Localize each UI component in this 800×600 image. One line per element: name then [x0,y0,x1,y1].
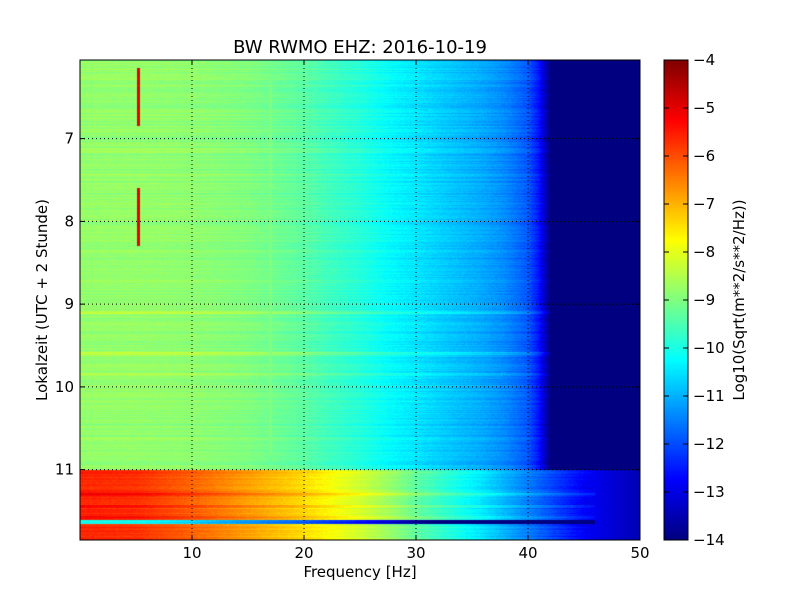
colorbar-tick-label: −9 [693,291,715,309]
y-tick-label: 9 [64,295,74,313]
y-axis: 7 8 9 10 11 [55,130,640,479]
x-tick-label: 30 [406,544,425,562]
colorbar-tick-label: −10 [693,339,725,357]
colorbar-tick-label: −7 [693,195,715,213]
heatmap-image [80,60,640,540]
colorbar-tick-label: −5 [693,99,715,117]
colorbar-tick-label: −14 [693,531,725,549]
colorbar-tick-label: −11 [693,387,725,405]
colorbar-tick-label: −8 [693,243,715,261]
colorbar-tick-label: −13 [693,483,725,501]
x-axis-label: Frequency [Hz] [303,563,416,581]
colorbar-tick-label: −12 [693,435,725,453]
x-tick-label: 20 [294,544,313,562]
x-tick-label: 50 [630,544,649,562]
x-tick-label: 40 [518,544,537,562]
x-axis: 10 20 30 40 50 [182,60,650,562]
colorbar-tick-label: −6 [693,147,715,165]
y-tick-label: 10 [55,378,74,396]
chart-title: BW RWMO EHZ: 2016-10-19 [233,37,487,58]
colorbar-label: Log10(Sqrt(m**2/s**2/Hz)) [730,199,748,400]
y-tick-label: 8 [64,212,74,230]
y-tick-label: 7 [64,130,74,148]
y-tick-label: 11 [55,461,74,479]
plot-frame [79,59,641,541]
colorbar-tick-label: −4 [693,51,715,69]
colorbar-ticks: −14 −13 −12 −11 −10 −9 −8 −7 −6 −5 −4 [664,51,725,549]
grid-lines [80,60,640,540]
y-axis-label: Lokalzeit (UTC + 2 Stunde) [33,199,51,401]
heatmap-plot-area [79,59,641,541]
colorbar: −14 −13 −12 −11 −10 −9 −8 −7 −6 −5 −4 [663,51,725,549]
x-tick-label: 10 [182,544,201,562]
